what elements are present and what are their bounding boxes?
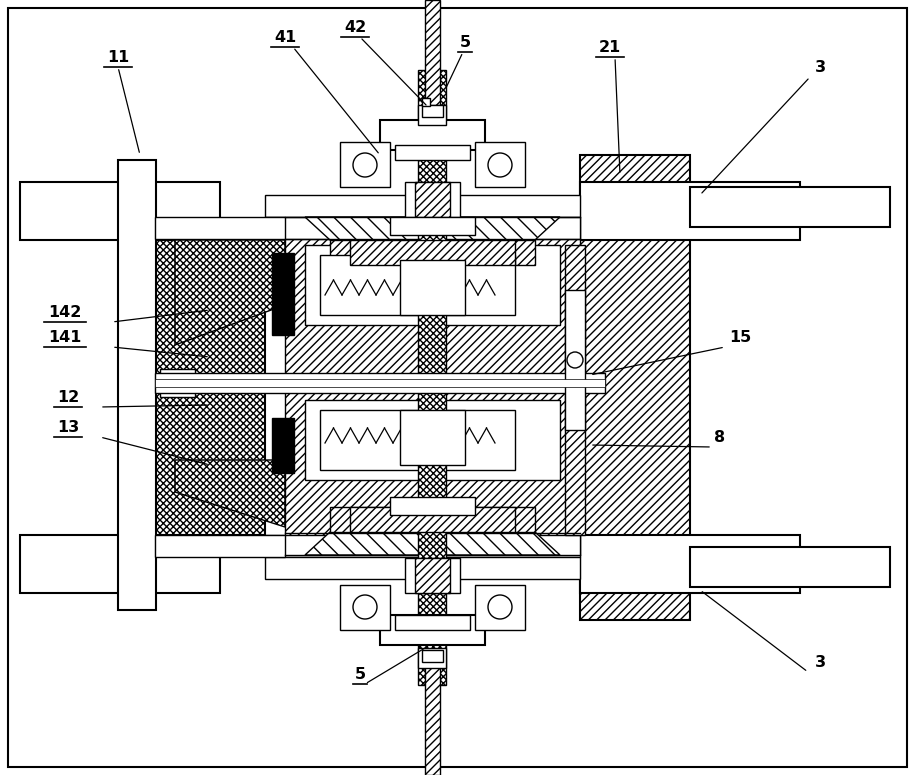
Bar <box>118 160 156 610</box>
Bar <box>580 535 800 593</box>
Bar <box>272 418 294 473</box>
Bar <box>418 648 446 668</box>
Bar <box>155 535 285 557</box>
Bar <box>155 240 265 535</box>
Text: 8: 8 <box>715 430 726 445</box>
Bar <box>580 182 800 240</box>
Bar <box>690 547 890 587</box>
Circle shape <box>567 352 583 368</box>
Polygon shape <box>330 240 535 265</box>
Bar <box>380 615 485 645</box>
Text: 3: 3 <box>814 655 825 670</box>
Polygon shape <box>330 507 535 532</box>
Text: 142: 142 <box>48 305 81 320</box>
Bar <box>425 665 440 775</box>
Text: 12: 12 <box>57 390 79 405</box>
Bar <box>155 373 605 393</box>
Polygon shape <box>175 460 285 527</box>
Bar <box>565 245 585 535</box>
Bar <box>340 585 390 630</box>
Text: 5: 5 <box>459 35 470 50</box>
Bar <box>475 142 525 187</box>
Circle shape <box>353 153 377 177</box>
Bar <box>565 290 585 430</box>
Bar <box>475 585 525 630</box>
Bar <box>395 145 470 160</box>
Bar <box>20 182 220 240</box>
Text: 141: 141 <box>48 330 81 345</box>
Polygon shape <box>350 240 515 265</box>
Bar <box>155 217 285 239</box>
Text: 21: 21 <box>599 40 621 55</box>
Bar <box>405 182 460 217</box>
Polygon shape <box>305 532 560 555</box>
Bar <box>400 260 465 315</box>
Bar <box>395 615 470 630</box>
Bar <box>155 379 605 387</box>
Bar <box>690 187 890 227</box>
Text: 42: 42 <box>344 20 366 35</box>
Bar <box>160 369 195 397</box>
Bar <box>422 105 443 117</box>
Polygon shape <box>285 385 580 555</box>
Bar <box>265 535 580 557</box>
Bar <box>422 98 430 106</box>
Bar <box>415 558 450 593</box>
Polygon shape <box>175 240 285 345</box>
Bar <box>418 70 446 685</box>
Bar <box>320 410 515 470</box>
Bar <box>390 497 475 515</box>
Bar <box>305 400 560 480</box>
Bar <box>265 557 580 579</box>
Text: 15: 15 <box>729 330 751 345</box>
Polygon shape <box>285 217 580 385</box>
Polygon shape <box>305 217 560 240</box>
Bar <box>418 105 446 125</box>
Text: 13: 13 <box>57 420 79 435</box>
Bar <box>425 0 440 107</box>
Bar <box>320 255 515 315</box>
Circle shape <box>353 595 377 619</box>
Bar <box>265 217 580 239</box>
Bar <box>380 120 485 150</box>
Text: 11: 11 <box>107 50 129 65</box>
Text: 3: 3 <box>814 60 825 75</box>
Bar <box>580 155 690 620</box>
Text: 41: 41 <box>274 30 296 45</box>
Bar <box>405 558 460 593</box>
Bar <box>390 217 475 235</box>
Bar <box>20 535 220 593</box>
Circle shape <box>488 153 512 177</box>
Bar <box>415 182 450 217</box>
Text: 5: 5 <box>354 667 366 682</box>
Bar <box>400 410 465 465</box>
Bar <box>305 245 560 325</box>
Bar <box>265 195 580 217</box>
Bar <box>422 650 443 662</box>
Bar <box>272 253 294 335</box>
Circle shape <box>488 595 512 619</box>
Polygon shape <box>350 507 515 532</box>
Bar <box>340 142 390 187</box>
